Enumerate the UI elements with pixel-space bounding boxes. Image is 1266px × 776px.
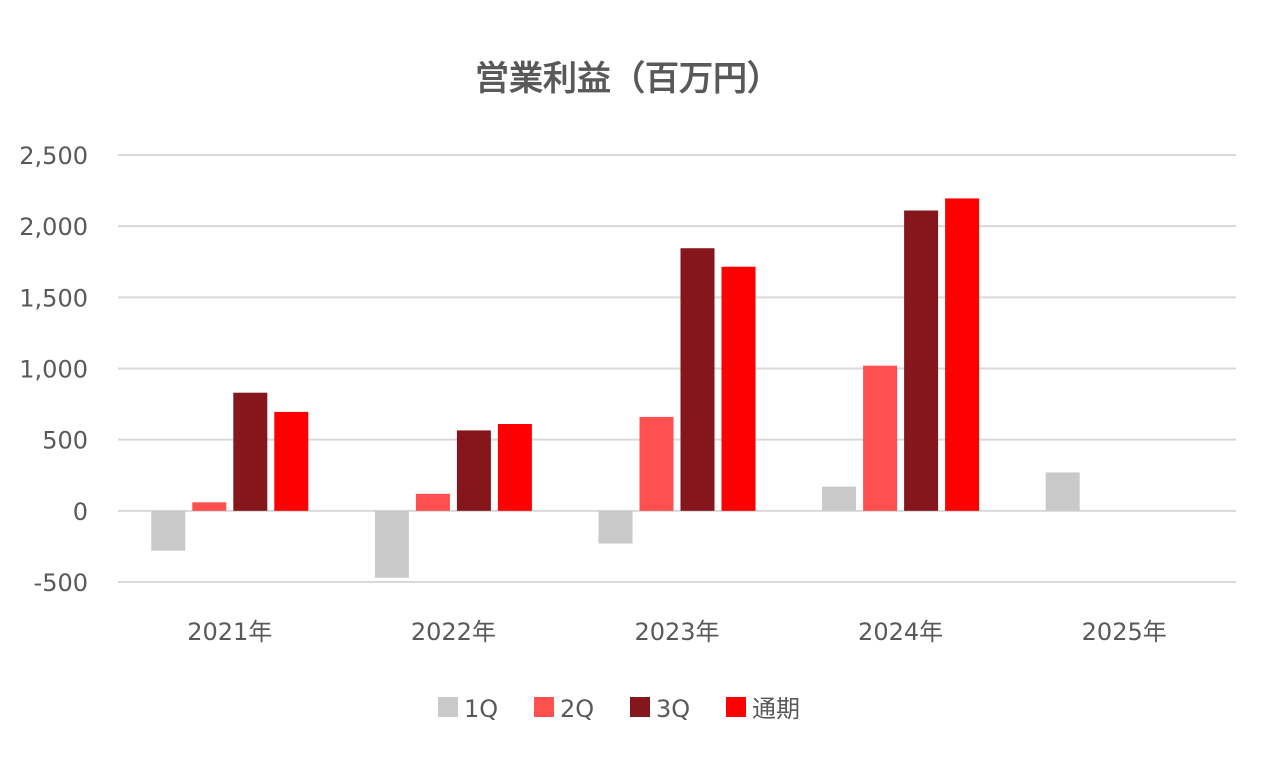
gridlines — [118, 154, 1236, 583]
y-tick-label: 1,500 — [19, 284, 88, 312]
bar-1 — [1045, 472, 1080, 511]
bar-4 — [945, 198, 980, 511]
bar-3 — [904, 210, 939, 511]
bar-1 — [151, 510, 186, 551]
bar-3 — [233, 392, 268, 511]
y-tick-label: 0 — [73, 498, 88, 526]
bars — [151, 198, 1080, 578]
legend: 1Q 2Q 3Q 通期 — [438, 695, 800, 723]
bar-2 — [415, 493, 450, 511]
bar-3 — [680, 248, 715, 511]
legend-label: 1Q — [464, 695, 498, 723]
legend-swatch — [726, 697, 746, 717]
bar-2 — [192, 502, 227, 511]
legend-swatch — [438, 697, 458, 717]
x-axis-tick-labels: 2021年 2022年 2023年 2024年 2025年 — [187, 618, 1166, 646]
y-tick-label: 1,000 — [19, 356, 88, 384]
y-tick-label: 2,500 — [19, 142, 88, 170]
bar-1 — [822, 486, 857, 511]
legend-label: 通期 — [752, 695, 800, 723]
bar-2 — [863, 365, 898, 511]
x-tick-label: 2022年 — [411, 618, 496, 646]
legend-label: 3Q — [656, 695, 690, 723]
bar-4 — [721, 266, 756, 511]
x-tick-label: 2025年 — [1082, 618, 1167, 646]
legend-swatch — [630, 697, 650, 717]
bar-1 — [598, 510, 633, 544]
x-tick-label: 2021年 — [187, 618, 272, 646]
bar-4 — [274, 411, 309, 511]
y-tick-label: 500 — [42, 427, 88, 455]
y-axis-tick-labels: 2,500 2,000 1,500 1,000 500 0 -500 — [19, 142, 88, 597]
y-tick-label: -500 — [34, 569, 88, 597]
bar-1 — [374, 510, 409, 578]
y-tick-label: 2,000 — [19, 213, 88, 241]
bar-2 — [639, 416, 674, 511]
x-tick-label: 2023年 — [634, 618, 719, 646]
bar-3 — [456, 430, 491, 511]
legend-swatch — [534, 697, 554, 717]
x-tick-label: 2024年 — [858, 618, 943, 646]
legend-label: 2Q — [560, 695, 594, 723]
bar-4 — [497, 424, 532, 511]
chart-title: 営業利益（百万円） — [475, 59, 781, 99]
